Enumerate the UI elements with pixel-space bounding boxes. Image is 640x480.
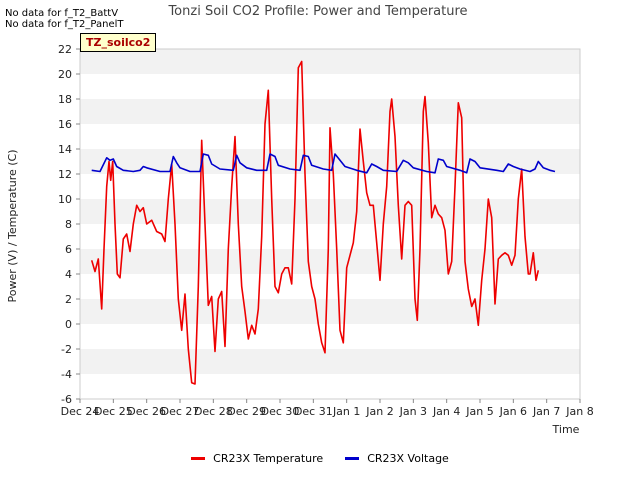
legend-label-voltage: CR23X Voltage (367, 452, 449, 465)
x-tick-label: Dec 29 (227, 405, 266, 418)
y-tick-label: 16 (58, 118, 72, 131)
y-tick-label: 20 (58, 68, 72, 81)
grid-band (80, 299, 580, 324)
grid-band (80, 74, 580, 99)
series-line-temperature (90, 60, 540, 385)
y-tick-label: -6 (61, 393, 72, 406)
y-tick-label: -2 (61, 343, 72, 356)
x-tick-label: Jan 6 (499, 405, 527, 418)
legend-label-temperature: CR23X Temperature (213, 452, 324, 465)
grid-band (80, 324, 580, 349)
x-tick-label: Dec 31 (294, 405, 333, 418)
y-tick-label: 6 (65, 243, 72, 256)
grid-band (80, 249, 580, 274)
grid-band (80, 49, 580, 74)
grid-band (80, 274, 580, 299)
no-data-note-panelt: No data for f_T2_PanelT (5, 19, 124, 30)
x-tick-label: Dec 28 (194, 405, 233, 418)
y-tick-label: 18 (58, 93, 72, 106)
y-axis: -6 -4 -2 0 2 4 6 8 10 12 14 16 18 20 22 (58, 43, 80, 406)
grid-band (80, 374, 580, 399)
x-tick-label: Jan 7 (532, 405, 560, 418)
y-tick-label: 4 (65, 268, 72, 281)
legend: CR23X Temperature CR23X Voltage (0, 452, 640, 465)
x-tick-label: Dec 27 (161, 405, 200, 418)
y-tick-label: 10 (58, 193, 72, 206)
no-data-note-battv: No data for f_T2_BattV (5, 8, 119, 19)
x-axis-label: Time (552, 423, 580, 436)
y-tick-label: 22 (58, 43, 72, 56)
x-tick-label: Dec 26 (127, 405, 166, 418)
legend-item-temperature: CR23X Temperature (191, 452, 323, 465)
y-tick-label: 0 (65, 318, 72, 331)
y-tick-label: 8 (65, 218, 72, 231)
legend-swatch-voltage (345, 457, 360, 460)
y-tick-label: 2 (65, 293, 72, 306)
y-tick-label: -4 (61, 368, 72, 381)
grid-band (80, 349, 580, 374)
x-tick-label: Jan 1 (332, 405, 360, 418)
site-tag: TZ_soilco2 (80, 33, 157, 52)
y-tick-label: 14 (58, 143, 72, 156)
x-tick-label: Jan 2 (365, 405, 393, 418)
grid-band (80, 99, 580, 124)
legend-item-voltage: CR23X Voltage (345, 452, 449, 465)
x-tick-label: Dec 24 (61, 405, 100, 418)
x-tick-label: Jan 3 (399, 405, 427, 418)
grid-band (80, 199, 580, 224)
x-tick-label: Dec 25 (94, 405, 133, 418)
y-tick-label: 12 (58, 168, 72, 181)
x-tick-label: Jan 8 (565, 405, 593, 418)
legend-swatch-temperature (191, 457, 206, 460)
series-lines (90, 60, 556, 385)
x-tick-label: Jan 5 (465, 405, 493, 418)
series-line-voltage (91, 153, 556, 174)
x-tick-label: Jan 4 (432, 405, 460, 418)
x-tick-label: Dec 30 (261, 405, 300, 418)
y-axis-label: Power (V) / Temperature (C) (6, 149, 19, 302)
grid-bands (80, 49, 580, 399)
chart-title: Tonzi Soil CO2 Profile: Power and Temper… (167, 4, 467, 19)
